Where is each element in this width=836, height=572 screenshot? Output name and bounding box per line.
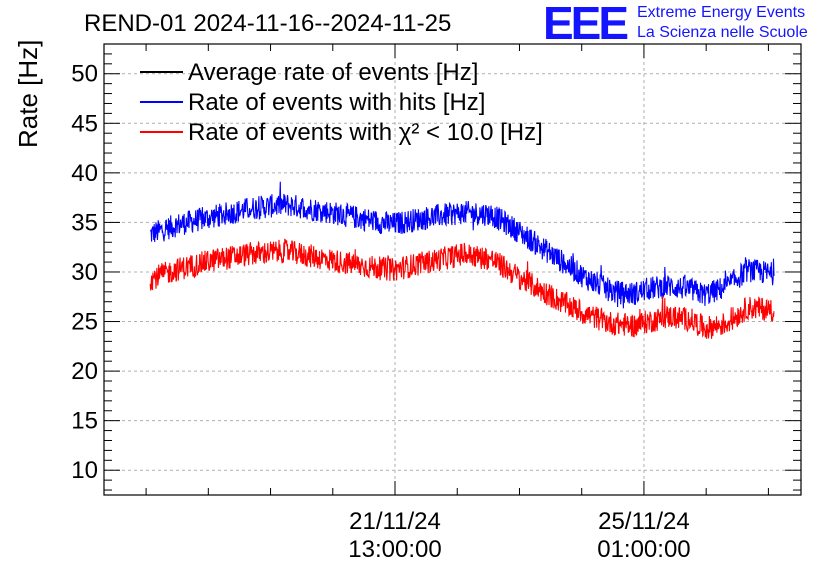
y-tick-label: 45 [71, 110, 98, 137]
x-tick-date: 21/11/24 [349, 508, 441, 535]
x-tick-time: 13:00:00 [348, 536, 442, 563]
legend-label-1: Rate of events with hits [Hz] [188, 89, 485, 116]
y-tick-label: 15 [71, 408, 98, 435]
legend-label-0: Average rate of events [Hz] [188, 59, 478, 86]
y-tick-label: 50 [71, 61, 98, 88]
logo-line-1: Extreme Energy Events [637, 4, 806, 21]
y-axis-label: Rate [Hz] [13, 39, 43, 148]
series-layer [149, 181, 775, 339]
y-tick-label: 30 [71, 259, 98, 286]
x-tick-time: 01:00:00 [597, 536, 691, 563]
x-tick-label: 25/11/24 01:00:00 [574, 508, 714, 564]
plot-frame [103, 43, 802, 496]
y-tick-label: 20 [71, 358, 98, 385]
series-2-trace [149, 238, 775, 339]
chart-title: REND-01 2024-11-16--2024-11-25 [84, 10, 452, 37]
axes-layer: 10 15 20 25 30 35 40 45 50 [71, 43, 802, 496]
y-tick-label: 10 [71, 457, 98, 484]
legend: Average rate of events [Hz] Rate of event… [140, 59, 543, 146]
grid-lines [104, 44, 801, 495]
y-tick-label: 35 [71, 209, 98, 236]
logo-line-2: La Scienza nelle Scuole [637, 24, 808, 41]
legend-label-2: Rate of events with χ² < 10.0 [Hz] [188, 119, 543, 146]
x-tick-date: 25/11/24 [598, 508, 690, 535]
eee-logo: EEE [543, 0, 629, 49]
y-tick-label: 40 [71, 160, 98, 187]
x-tick-label: 21/11/24 13:00:00 [325, 508, 465, 564]
y-tick-label: 25 [71, 309, 98, 336]
series-1-trace [149, 181, 775, 309]
